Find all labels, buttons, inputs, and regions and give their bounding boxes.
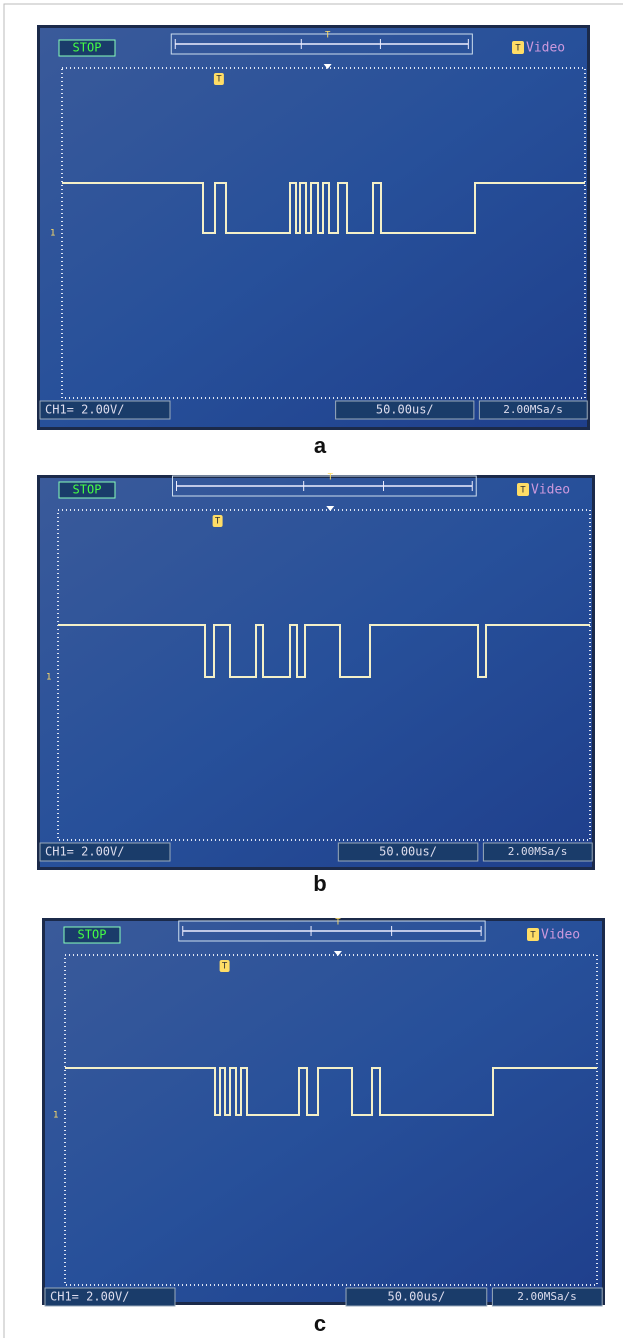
waveform <box>62 182 585 234</box>
trigger-marker-text: T <box>215 517 221 527</box>
channel: CH1= 2.00V/ <box>50 1290 129 1304</box>
status: STOP <box>78 928 107 942</box>
timeline-box <box>172 475 477 497</box>
trigger-pos: T <box>335 918 341 928</box>
scope-screen <box>40 28 587 427</box>
trigger-pos: T <box>325 31 331 41</box>
trigger-marker <box>213 73 224 85</box>
sample-rate-box <box>478 400 588 420</box>
status-box <box>63 926 121 944</box>
trigger-arrow <box>323 64 332 69</box>
waveform <box>65 1067 597 1116</box>
trigger-marker <box>212 515 223 527</box>
sample-rate: 2.00MSa/s <box>503 403 563 416</box>
plot-area <box>64 954 598 1286</box>
trigger-arrow <box>326 506 335 511</box>
mode-icon <box>527 928 539 941</box>
channel-marker: 1 <box>50 229 55 239</box>
status-box <box>58 481 116 499</box>
plot-area <box>57 509 591 841</box>
panel-label: a <box>314 433 327 458</box>
figure-border <box>3 3 623 1338</box>
channel-marker: 1 <box>46 673 51 683</box>
trigger-mode: Video <box>531 483 570 498</box>
scope-screen <box>40 478 592 867</box>
mode-icon-text: T <box>520 486 526 496</box>
mode-icon-text: T <box>515 44 521 54</box>
trigger-mode: Video <box>541 928 580 943</box>
sample-rate: 2.00MSa/s <box>508 845 568 858</box>
channel: CH1= 2.00V/ <box>45 845 124 859</box>
trigger-pos: T <box>328 473 334 483</box>
timebase: 50.00us/ <box>376 403 434 417</box>
scope-screen <box>45 921 602 1302</box>
timebase-box <box>335 400 475 420</box>
mode-icon <box>517 483 529 496</box>
timebase: 50.00us/ <box>387 1290 445 1304</box>
mode-icon-text: T <box>530 931 536 941</box>
timebase-box <box>345 1287 488 1307</box>
trigger-marker <box>219 960 230 972</box>
timeline-box <box>170 33 473 55</box>
status: STOP <box>73 41 102 55</box>
plot-area <box>61 67 586 399</box>
channel: CH1= 2.00V/ <box>45 403 124 417</box>
mode-icon <box>512 41 524 54</box>
channel-marker: 1 <box>53 1111 58 1121</box>
trigger-marker-text: T <box>216 75 222 85</box>
timebase: 50.00us/ <box>379 845 437 859</box>
channel-box <box>39 400 171 420</box>
sample-rate: 2.00MSa/s <box>517 1290 577 1303</box>
trigger-mode: Video <box>526 41 565 56</box>
channel-box <box>39 842 171 862</box>
trigger-marker-text: T <box>222 962 228 972</box>
channel-box <box>44 1287 176 1307</box>
sample-rate-box <box>491 1287 603 1307</box>
sample-rate-box <box>482 842 593 862</box>
timebase-box <box>337 842 479 862</box>
trigger-arrow <box>333 951 342 956</box>
status-box <box>58 39 116 57</box>
panel-label: c <box>314 1311 326 1336</box>
status: STOP <box>73 483 102 497</box>
panel-label: b <box>313 871 326 896</box>
waveform <box>58 624 590 678</box>
timeline-box <box>178 920 486 942</box>
